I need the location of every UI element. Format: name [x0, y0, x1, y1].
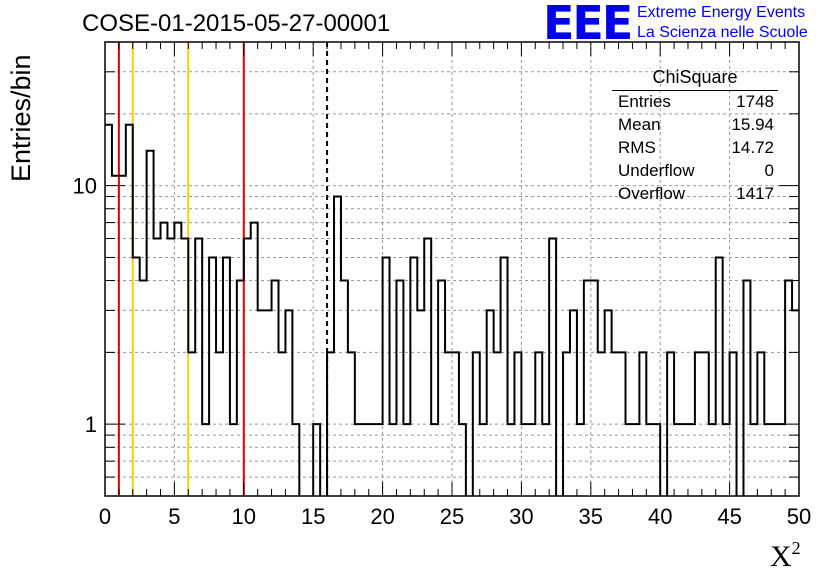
stat-value: 1748 [736, 92, 774, 111]
stat-row-entries: Entries 1748 [618, 92, 774, 114]
x-axis-label-sup: 2 [791, 538, 801, 558]
stat-label: Overflow [618, 184, 686, 203]
histogram-bin [341, 281, 348, 496]
stat-row-overflow: Overflow 1417 [618, 184, 774, 206]
stats-title: ChiSquare [652, 67, 738, 87]
x-tick-label: 40 [648, 504, 672, 529]
histogram-bin [785, 281, 792, 496]
histogram-bin [792, 310, 799, 496]
histogram-bin [272, 281, 279, 496]
eee-tagline-1: Extreme Energy Events [637, 4, 806, 21]
histogram-bin [265, 310, 272, 496]
x-tick-label: 50 [787, 504, 811, 529]
histogram-bin [133, 257, 140, 496]
histogram-bin [591, 281, 598, 496]
histogram-bin [237, 281, 244, 496]
histogram-bin [154, 239, 161, 496]
histogram-bin [424, 239, 431, 496]
histogram-bin [605, 310, 612, 496]
histogram-bin [487, 310, 494, 496]
histogram-bin [417, 310, 424, 496]
histogram-bin [209, 257, 216, 496]
chart-title: COSE-01-2015-05-27-00001 [82, 10, 391, 37]
histogram-bin [181, 239, 188, 496]
histogram-line [105, 123, 799, 496]
histogram-bin [195, 239, 202, 496]
y-tick-label: 10 [73, 174, 97, 199]
histogram-bin [334, 197, 341, 496]
stat-label: RMS [618, 138, 656, 157]
histogram-bin [112, 176, 119, 496]
histogram-bin [383, 257, 390, 496]
eee-logo: EEE [543, 0, 633, 50]
y-axis-label: Entries/bin [6, 54, 36, 182]
histogram-bin [570, 310, 577, 496]
y-tick-label: 1 [85, 412, 97, 437]
histogram-bin [167, 239, 174, 496]
stat-value: 14.72 [731, 138, 774, 157]
histogram-bin [716, 257, 723, 496]
stat-label: Entries [618, 92, 671, 111]
x-tick-label: 10 [232, 504, 256, 529]
stat-value: 1417 [736, 184, 774, 203]
x-tick-label: 5 [168, 504, 180, 529]
x-tick-label: 35 [579, 504, 603, 529]
x-tick-label: 0 [99, 504, 111, 529]
stats-divider [612, 90, 778, 91]
x-axis-label-base: X [770, 540, 792, 573]
stat-value: 0 [764, 161, 774, 180]
histogram-bin [258, 310, 265, 496]
histogram-bin [549, 239, 556, 496]
stat-row-underflow: Underflow 0 [618, 161, 774, 183]
x-tick-label: 15 [301, 504, 325, 529]
histogram-bin [140, 281, 147, 496]
x-axis-label: X2 [770, 538, 801, 574]
histogram-bin [244, 239, 251, 496]
x-tick-label: 20 [370, 504, 394, 529]
histogram-bin [501, 257, 508, 496]
histogram-bin [174, 223, 181, 496]
histogram-bin [438, 281, 445, 496]
histogram-bin [743, 281, 750, 496]
stats-box: ChiSquare Entries 1748 Mean 15.94 RMS 14… [612, 67, 778, 212]
x-tick-label: 45 [717, 504, 741, 529]
histogram-bin [396, 281, 403, 496]
histogram-bin [584, 281, 591, 496]
histogram-bin [119, 176, 126, 496]
stat-value: 15.94 [731, 115, 774, 134]
stat-row-rms: RMS 14.72 [618, 138, 774, 160]
stat-label: Mean [618, 115, 661, 134]
histogram-bin [147, 151, 154, 496]
x-tick-label: 25 [440, 504, 464, 529]
histogram-bin [410, 257, 417, 496]
eee-tagline-2: La Scienza nelle Scuole [637, 24, 808, 41]
stat-row-mean: Mean 15.94 [618, 115, 774, 137]
histogram-bin [161, 223, 168, 496]
stat-label: Underflow [618, 161, 695, 180]
histogram-bin [285, 310, 292, 496]
x-tick-label: 30 [509, 504, 533, 529]
histogram-bin [251, 223, 258, 496]
histogram-bin [223, 257, 230, 496]
